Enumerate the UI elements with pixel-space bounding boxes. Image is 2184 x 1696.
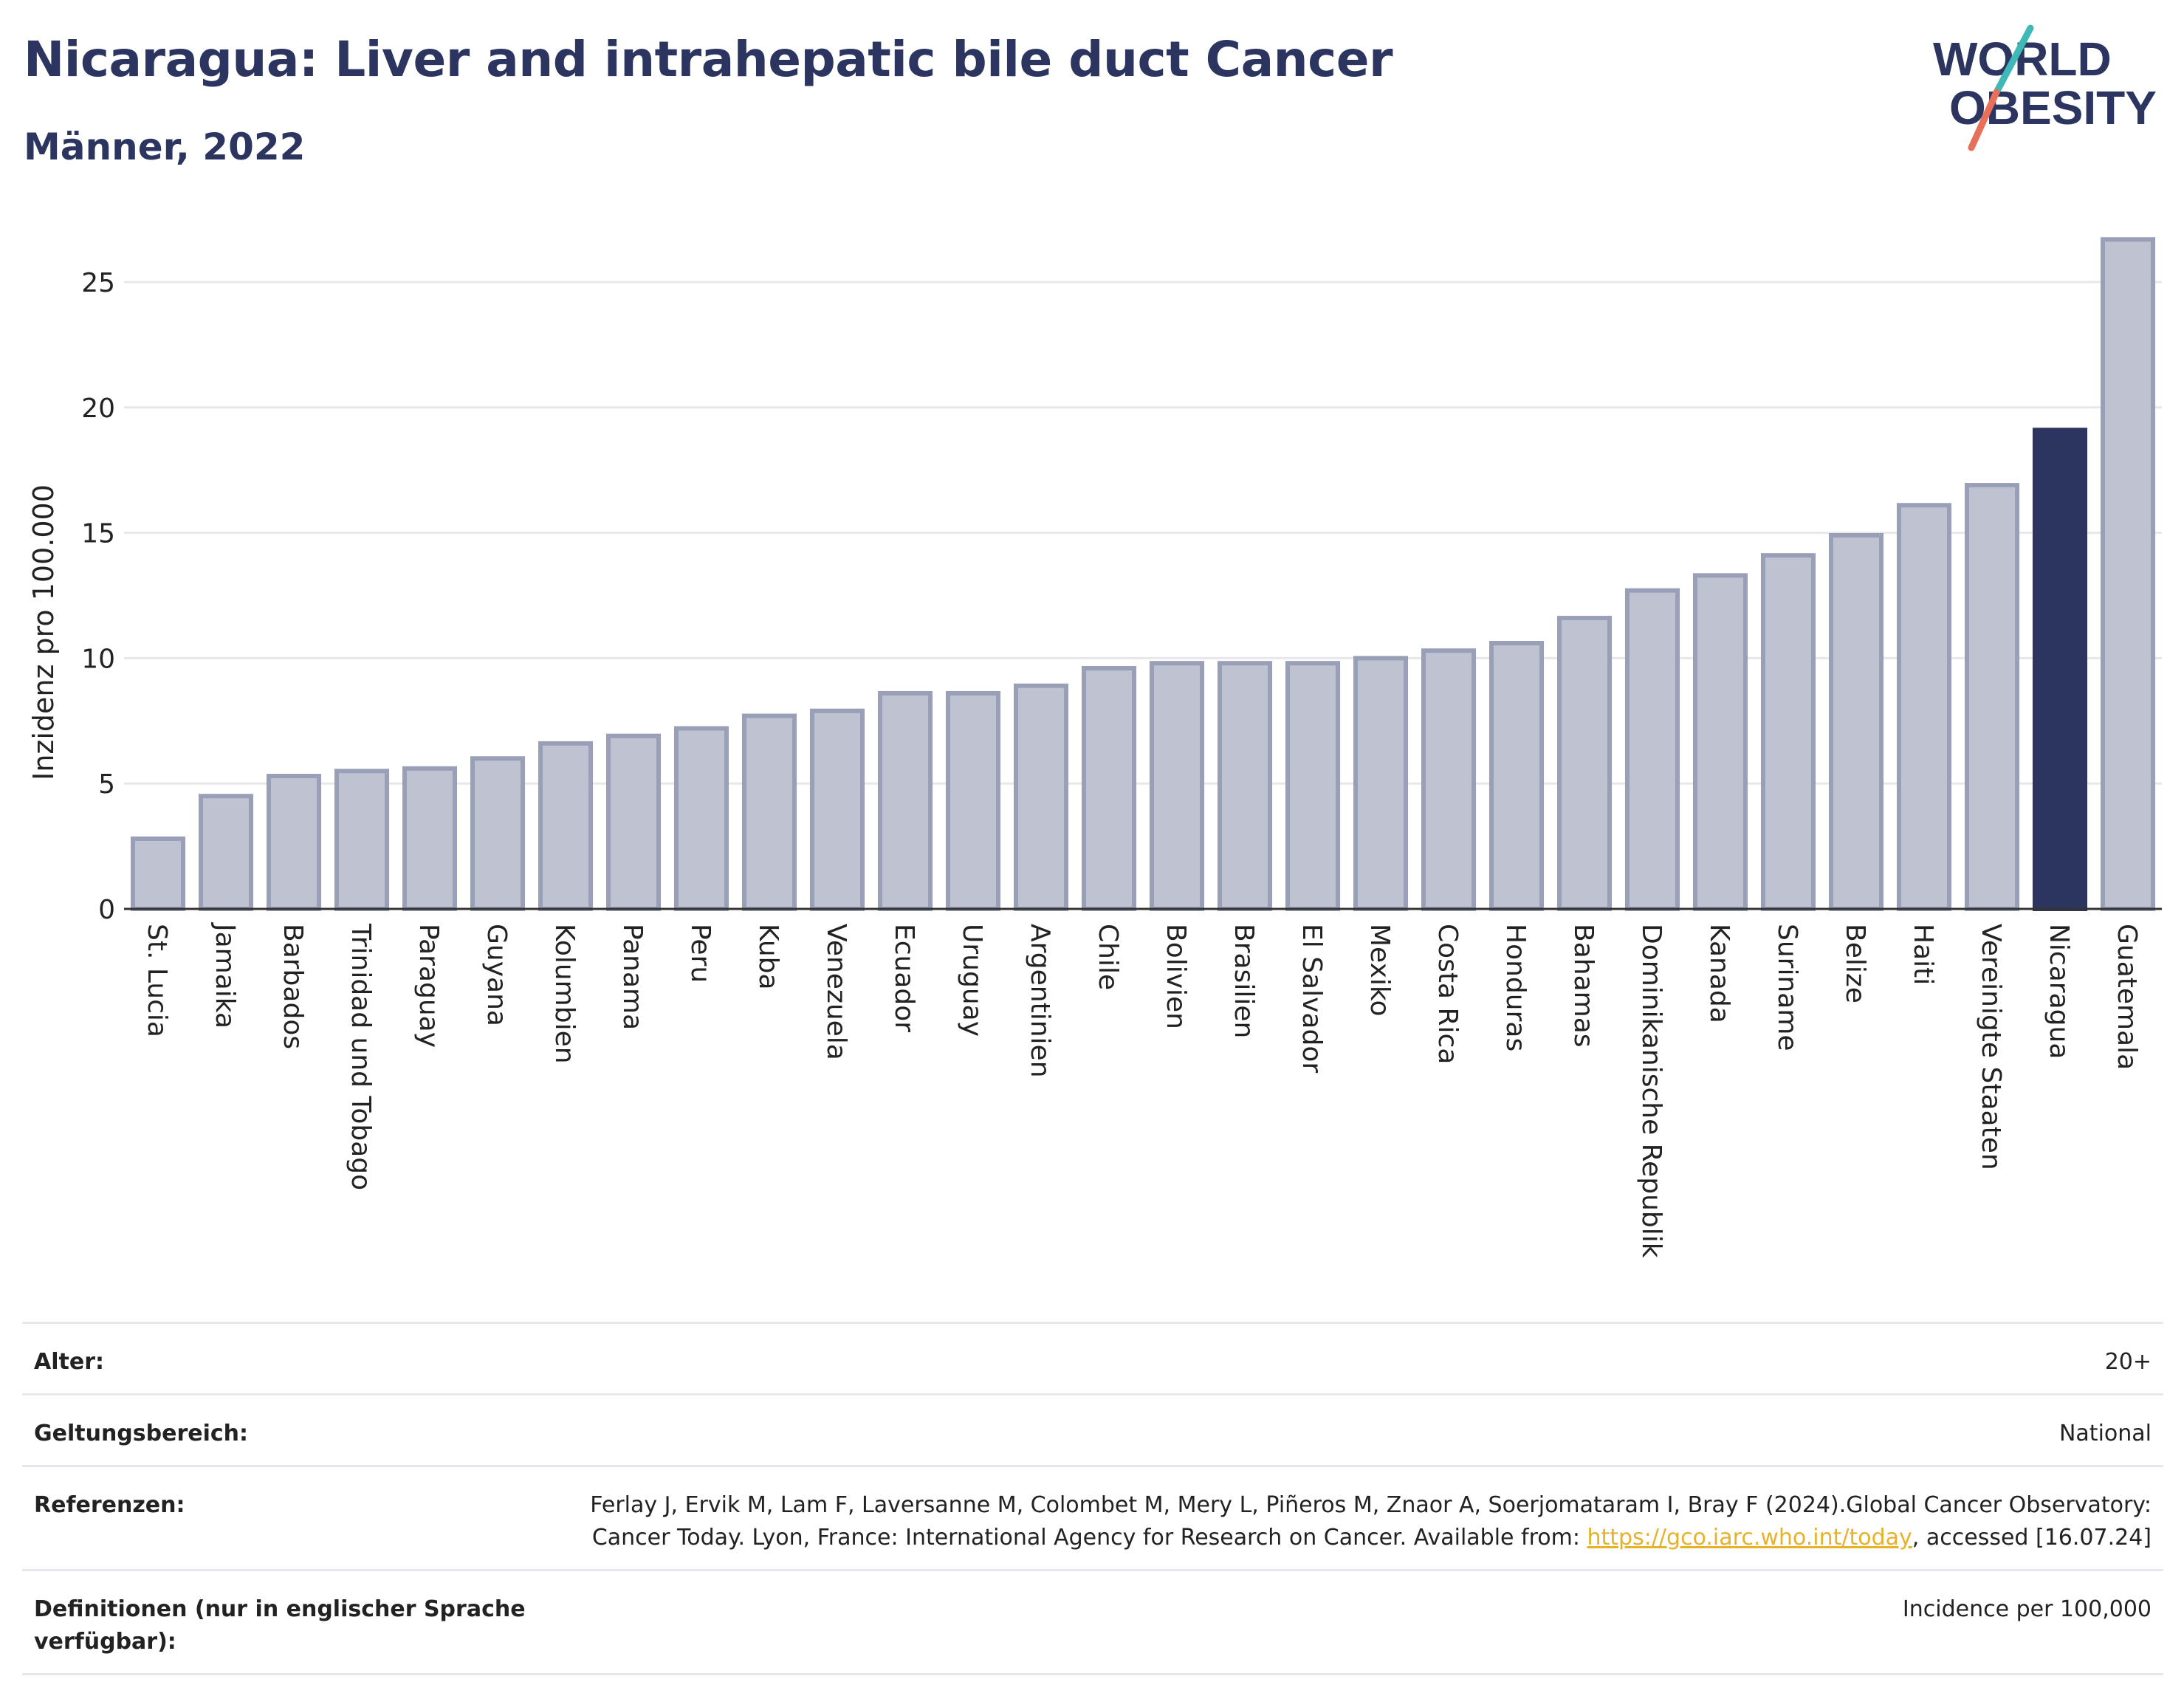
bar [673, 726, 729, 911]
y-tick-label: 15 [81, 519, 115, 549]
y-tick-label: 20 [81, 394, 115, 424]
x-tick-label: Jamaika [210, 922, 240, 1029]
y-tick-label: 10 [81, 644, 115, 674]
bar [334, 769, 390, 911]
x-tick-label: Panama [617, 924, 648, 1030]
chart-title: Nicaragua: Liver and intrahepatic bile d… [24, 31, 1393, 88]
x-tick-label: Costa Rica [1432, 924, 1463, 1064]
bar [809, 708, 865, 911]
bar [402, 766, 458, 911]
reference-text: Ferlay J, Ervik M, Lam F, Laversanne M, … [590, 1492, 2152, 1551]
bar [1149, 661, 1205, 912]
meta-label: Geltungsbereich: [34, 1421, 249, 1446]
bar [1421, 648, 1477, 911]
x-tick-label: Kuba [753, 924, 783, 990]
meta-value: Ferlay J, Ervik M, Lam F, Laversanne M, … [577, 1466, 2163, 1570]
bar [945, 690, 1001, 911]
x-tick-label: Vereinigte Staaten [1976, 924, 2006, 1170]
x-tick-label: Kanada [1704, 924, 1734, 1023]
x-tick-label: El Salvador [1297, 924, 1327, 1073]
bar [538, 741, 594, 912]
x-tick-label: Haiti [1908, 924, 1938, 985]
meta-value: National [2058, 1421, 2152, 1446]
bar [1285, 661, 1341, 912]
bars [130, 237, 2156, 912]
meta-value: 20+ [2104, 1349, 2152, 1375]
bar [1624, 588, 1680, 911]
bar-chart: 0 5 10 15 20 25 St. Lucia Jamaika Barbados Trini… [27, 237, 2162, 1258]
x-axis-labels: St. Lucia Jamaika Barbados Trinidad und Tob… [142, 922, 2142, 1258]
x-tick-label: Barbados [278, 924, 308, 1049]
reference-text-end: , accessed [16.07.24] [1912, 1525, 2152, 1551]
x-tick-label: St. Lucia [142, 924, 172, 1037]
x-tick-label: Chile [1093, 924, 1123, 990]
bar [1556, 616, 1613, 912]
bar [605, 733, 662, 912]
meta-label: Definitionen (nur in englischer Sprache … [34, 1596, 526, 1655]
y-tick-label: 0 [98, 895, 115, 925]
x-tick-label: Guyana [481, 924, 512, 1026]
meta-label: Referenzen: [34, 1492, 185, 1518]
chart-subtitle: Männer, 2022 [24, 126, 306, 168]
bar [1692, 573, 1748, 911]
meta-row-scope: Geltungsbereich: National [22, 1394, 2163, 1466]
x-tick-label: Peru [685, 924, 715, 983]
bar [1828, 532, 1884, 911]
grid-lines [124, 281, 2162, 785]
bar [1964, 483, 2020, 911]
meta-value: Incidence per 100,000 [1902, 1596, 2152, 1622]
x-tick-label: Guatemala [2112, 924, 2142, 1070]
x-tick-label: Brasilien [1229, 924, 1259, 1038]
bar [1896, 503, 1952, 911]
x-tick-label: Argentinien [1025, 924, 1055, 1078]
meta-label: Alter: [34, 1349, 104, 1375]
metadata-table: Alter: 20+ Geltungsbereich: National Ref… [22, 1322, 2163, 1675]
bar [741, 713, 797, 911]
bar [1760, 553, 1816, 911]
meta-row-references: Referenzen: Ferlay J, Ervik M, Lam F, La… [22, 1466, 2163, 1570]
x-tick-label: Belize [1840, 924, 1870, 1003]
bar [1488, 641, 1545, 911]
x-tick-label: Nicaragua [2044, 924, 2074, 1059]
x-tick-label: Bolivien [1161, 924, 1191, 1029]
meta-row-definitions: Definitionen (nur in englischer Sprache … [22, 1570, 2163, 1675]
x-tick-label: Honduras [1500, 924, 1531, 1051]
y-tick-label: 5 [98, 769, 115, 800]
bar [877, 690, 933, 911]
bar [266, 774, 322, 911]
bar [1013, 683, 1069, 911]
y-axis-label: Inzidenz pro 100.000 [27, 484, 60, 780]
y-tick-label: 25 [81, 268, 115, 298]
bar-highlight [2032, 428, 2088, 911]
bar [1353, 656, 1409, 912]
x-tick-label: Trinidad und Tobago [346, 923, 376, 1190]
x-tick-label: Mexiko [1364, 924, 1395, 1016]
x-tick-label: Dominikanische Republik [1636, 924, 1666, 1258]
y-axis-ticks: 0 5 10 15 20 25 [81, 268, 115, 925]
x-tick-label: Venezuela [821, 924, 851, 1060]
bar [130, 836, 186, 911]
world-obesity-logo: WORLD OBESITY [1933, 24, 2157, 151]
x-tick-label: Kolumbien [549, 924, 580, 1064]
bar [2100, 237, 2156, 911]
x-tick-label: Suriname [1772, 924, 1802, 1051]
bar [198, 794, 254, 912]
reference-link[interactable]: https://gco.iarc.who.int/today [1587, 1525, 1912, 1551]
x-tick-label: Bahamas [1568, 924, 1598, 1048]
meta-row-age: Alter: 20+ [22, 1322, 2163, 1395]
x-tick-label: Uruguay [957, 924, 987, 1037]
x-tick-label: Ecuador [889, 924, 919, 1032]
bar [470, 756, 526, 911]
bar [1081, 665, 1137, 911]
x-tick-label: Paraguay [413, 924, 444, 1048]
bar [1217, 661, 1273, 912]
